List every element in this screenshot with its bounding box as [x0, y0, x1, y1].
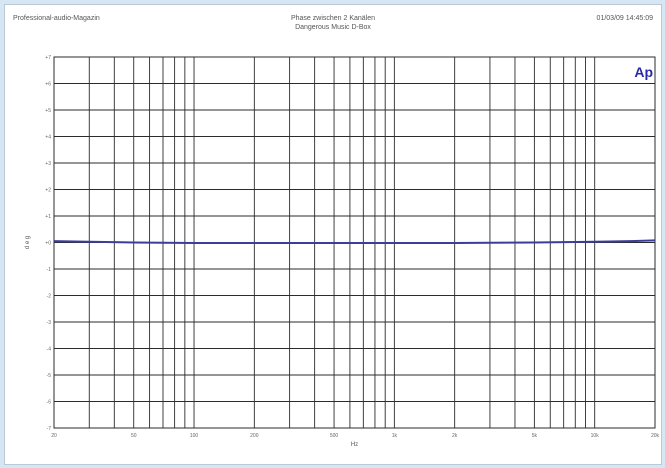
- x-tick-label: 10k: [591, 433, 600, 439]
- x-tick-label: 2k: [452, 433, 458, 439]
- y-tick-label: -7: [47, 426, 52, 432]
- y-tick-label: -6: [47, 400, 52, 406]
- x-tick-label: 20k: [651, 433, 660, 439]
- x-tick-label: 500: [330, 433, 339, 439]
- y-tick-label: +7: [45, 55, 51, 61]
- y-axis-label: d e g: [25, 236, 31, 249]
- x-tick-labels: 20 50 100 200 500 1k 2k 5k 10k 20k: [51, 433, 659, 439]
- y-tick-label: +4: [45, 135, 51, 141]
- chart-title: Phase zwischen 2 Kanälen: [290, 15, 376, 22]
- phase-chart: +7+6+5+4+3+2+1+0-1-2-3-4-5-6-7 20 50 100 20…: [25, 55, 660, 448]
- plot-border: [53, 56, 656, 429]
- measurement-frame: Professional-audio-Magazin Phase zwische…: [4, 4, 662, 465]
- y-tick-label: +1: [45, 214, 51, 220]
- x-tick-label: 5k: [532, 433, 538, 439]
- y-tick-label: -4: [47, 347, 52, 353]
- header-title-block: Phase zwischen 2 Kanälen Dangerous Music…: [5, 14, 661, 32]
- header-timestamp: 01/03/09 14:45:09: [596, 15, 653, 22]
- y-tick-label: -1: [47, 267, 52, 273]
- y-tick-label: +5: [45, 108, 51, 114]
- y-tick-label: +6: [45, 82, 51, 88]
- x-axis-label: Hz: [351, 442, 358, 448]
- header-publisher: Professional-audio-Magazin: [13, 15, 100, 22]
- y-tick-label: +3: [45, 161, 51, 167]
- ap-logo: Ap: [634, 64, 653, 80]
- x-tick-label: 20: [51, 433, 57, 439]
- x-tick-label: 1k: [392, 433, 398, 439]
- y-tick-label: +2: [45, 188, 51, 194]
- x-tick-label: 200: [250, 433, 259, 439]
- phase-trace: [53, 239, 656, 245]
- x-tick-label: 50: [131, 433, 137, 439]
- x-tick-label: 100: [190, 433, 199, 439]
- y-tick-label: -2: [47, 294, 52, 300]
- y-tick-label: +0: [45, 241, 51, 247]
- y-tick-label: -5: [47, 373, 52, 379]
- chart-subtitle: Dangerous Music D-Box: [295, 24, 371, 31]
- y-tick-labels: +7 +6 +5 +4 +3 +2 +1 +0 -1 -2 -3 -4 -5 -6 -7: [45, 55, 51, 432]
- y-tick-label: -3: [47, 320, 52, 326]
